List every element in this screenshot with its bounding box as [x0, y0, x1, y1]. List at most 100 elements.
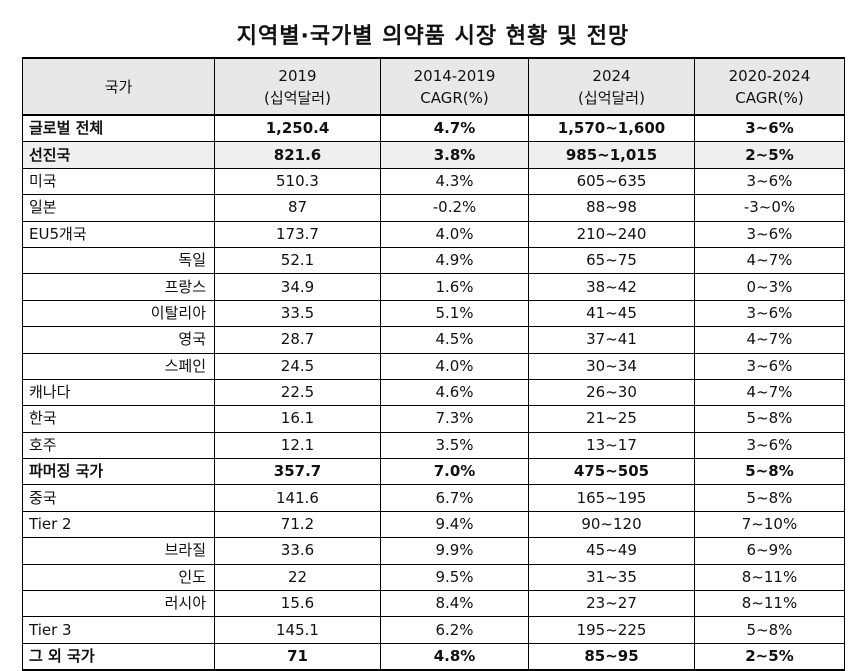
cell-2024: 85~95 — [528, 642, 695, 671]
cell-2019: 33.6 — [214, 537, 381, 565]
table-row: 선진국 821.6 3.8% 985~1,015 2~5% — [22, 141, 845, 169]
cell-2024: 38~42 — [528, 273, 695, 301]
cell-2019: 141.6 — [214, 484, 381, 512]
cell-cagr-2020-2024: 3~6% — [694, 167, 845, 196]
header-2019: 2019 (십억달러) — [214, 57, 381, 116]
cell-cagr-2014-2019: 4.9% — [380, 246, 529, 275]
cell-cagr-2020-2024: 4~7% — [694, 378, 845, 407]
cell-cagr-2014-2019: 9.4% — [380, 510, 529, 539]
cell-cagr-2020-2024: 4~7% — [694, 246, 845, 275]
cell-2024: 41~45 — [528, 299, 695, 328]
cell-cagr-2020-2024: 5~8% — [694, 458, 845, 486]
cell-cagr-2014-2019: 6.7% — [380, 484, 529, 512]
cell-country: 캐나다 — [22, 378, 215, 407]
cell-2019: 821.6 — [214, 141, 381, 169]
table-row: 브라질 33.6 9.9% 45~49 6~9% — [22, 537, 845, 565]
cell-cagr-2014-2019: 4.8% — [380, 642, 529, 671]
cell-country: 러시아 — [22, 590, 215, 618]
cell-2024: 65~75 — [528, 246, 695, 275]
cell-country: 호주 — [22, 431, 215, 460]
cell-2019: 173.7 — [214, 220, 381, 248]
header-cagr-2014-2019: 2014-2019 CAGR(%) — [380, 57, 529, 116]
cell-cagr-2020-2024: 0~3% — [694, 273, 845, 301]
cell-2019: 52.1 — [214, 246, 381, 275]
table-row: 스페인 24.5 4.0% 30~34 3~6% — [22, 352, 845, 380]
cell-2024: 31~35 — [528, 563, 695, 592]
cell-cagr-2014-2019: 7.0% — [380, 458, 529, 486]
cell-cagr-2014-2019: 9.5% — [380, 563, 529, 592]
cell-2019: 33.5 — [214, 299, 381, 328]
cell-2019: 510.3 — [214, 167, 381, 196]
cell-cagr-2020-2024: 7~10% — [694, 510, 845, 539]
table-row: 중국 141.6 6.7% 165~195 5~8% — [22, 484, 845, 512]
cell-country: 글로벌 전체 — [22, 114, 215, 143]
cell-2024: 475~505 — [528, 458, 695, 486]
cell-cagr-2020-2024: 8~11% — [694, 590, 845, 618]
cell-cagr-2020-2024: 5~8% — [694, 616, 845, 644]
cell-cagr-2014-2019: 7.3% — [380, 405, 529, 433]
cell-cagr-2014-2019: 4.5% — [380, 326, 529, 354]
cell-2019: 71.2 — [214, 510, 381, 539]
table-body: 글로벌 전체 1,250.4 4.7% 1,570~1,600 3~6% 선진국 821.6… — [22, 114, 845, 671]
cell-2024: 1,570~1,600 — [528, 114, 695, 143]
table-row: Tier 2 71.2 9.4% 90~120 7~10% — [22, 510, 845, 539]
cell-cagr-2014-2019: 4.0% — [380, 220, 529, 248]
cell-cagr-2014-2019: -0.2% — [380, 194, 529, 222]
table-row: 이탈리아 33.5 5.1% 41~45 3~6% — [22, 299, 845, 328]
table-row: 영국 28.7 4.5% 37~41 4~7% — [22, 326, 845, 354]
table-row: 캐나다 22.5 4.6% 26~30 4~7% — [22, 378, 845, 407]
cell-country: 프랑스 — [22, 273, 215, 301]
table-row: EU5개국 173.7 4.0% 210~240 3~6% — [22, 220, 845, 248]
cell-2024: 195~225 — [528, 616, 695, 644]
table-row: 한국 16.1 7.3% 21~25 5~8% — [22, 405, 845, 433]
cell-country: 미국 — [22, 167, 215, 196]
table-row: Tier 3 145.1 6.2% 195~225 5~8% — [22, 616, 845, 644]
market-table: 국가 2019 (십억달러) 2014-2019 CAGR(%) 2024 (십억달러… — [22, 57, 845, 671]
cell-cagr-2014-2019: 4.7% — [380, 114, 529, 143]
cell-country: 일본 — [22, 194, 215, 222]
cell-2024: 26~30 — [528, 378, 695, 407]
cell-cagr-2014-2019: 5.1% — [380, 299, 529, 328]
header-country: 국가 — [22, 57, 215, 116]
cell-2024: 30~34 — [528, 352, 695, 380]
cell-2024: 210~240 — [528, 220, 695, 248]
table-header: 국가 2019 (십억달러) 2014-2019 CAGR(%) 2024 (십억달러… — [22, 57, 845, 116]
cell-country: 인도 — [22, 563, 215, 592]
cell-country: 한국 — [22, 405, 215, 433]
table-row: 파머징 국가 357.7 7.0% 475~505 5~8% — [22, 458, 845, 486]
table-row: 독일 52.1 4.9% 65~75 4~7% — [22, 246, 845, 275]
cell-cagr-2020-2024: 5~8% — [694, 405, 845, 433]
table-row: 프랑스 34.9 1.6% 38~42 0~3% — [22, 273, 845, 301]
cell-2019: 15.6 — [214, 590, 381, 618]
cell-cagr-2020-2024: 3~6% — [694, 299, 845, 328]
cell-cagr-2020-2024: 8~11% — [694, 563, 845, 592]
cell-cagr-2020-2024: 3~6% — [694, 114, 845, 143]
cell-cagr-2020-2024: 3~6% — [694, 352, 845, 380]
cell-2024: 165~195 — [528, 484, 695, 512]
header-cagr-2020-2024: 2020-2024 CAGR(%) — [694, 57, 845, 116]
table-row: 호주 12.1 3.5% 13~17 3~6% — [22, 431, 845, 460]
cell-cagr-2014-2019: 3.5% — [380, 431, 529, 460]
cell-2024: 45~49 — [528, 537, 695, 565]
cell-cagr-2020-2024: 3~6% — [694, 431, 845, 460]
cell-2024: 23~27 — [528, 590, 695, 618]
cell-2024: 37~41 — [528, 326, 695, 354]
cell-country: 독일 — [22, 246, 215, 275]
cell-2019: 22 — [214, 563, 381, 592]
cell-cagr-2020-2024: 6~9% — [694, 537, 845, 565]
cell-cagr-2014-2019: 9.9% — [380, 537, 529, 565]
cell-2024: 605~635 — [528, 167, 695, 196]
cell-country: 영국 — [22, 326, 215, 354]
cell-cagr-2020-2024: 3~6% — [694, 220, 845, 248]
cell-2024: 90~120 — [528, 510, 695, 539]
cell-2019: 16.1 — [214, 405, 381, 433]
cell-cagr-2020-2024: 4~7% — [694, 326, 845, 354]
cell-cagr-2014-2019: 4.0% — [380, 352, 529, 380]
cell-2019: 24.5 — [214, 352, 381, 380]
cell-cagr-2020-2024: 2~5% — [694, 141, 845, 169]
cell-2019: 28.7 — [214, 326, 381, 354]
cell-country: Tier 3 — [22, 616, 215, 644]
table-row: 러시아 15.6 8.4% 23~27 8~11% — [22, 590, 845, 618]
cell-country: 스페인 — [22, 352, 215, 380]
cell-country: 중국 — [22, 484, 215, 512]
